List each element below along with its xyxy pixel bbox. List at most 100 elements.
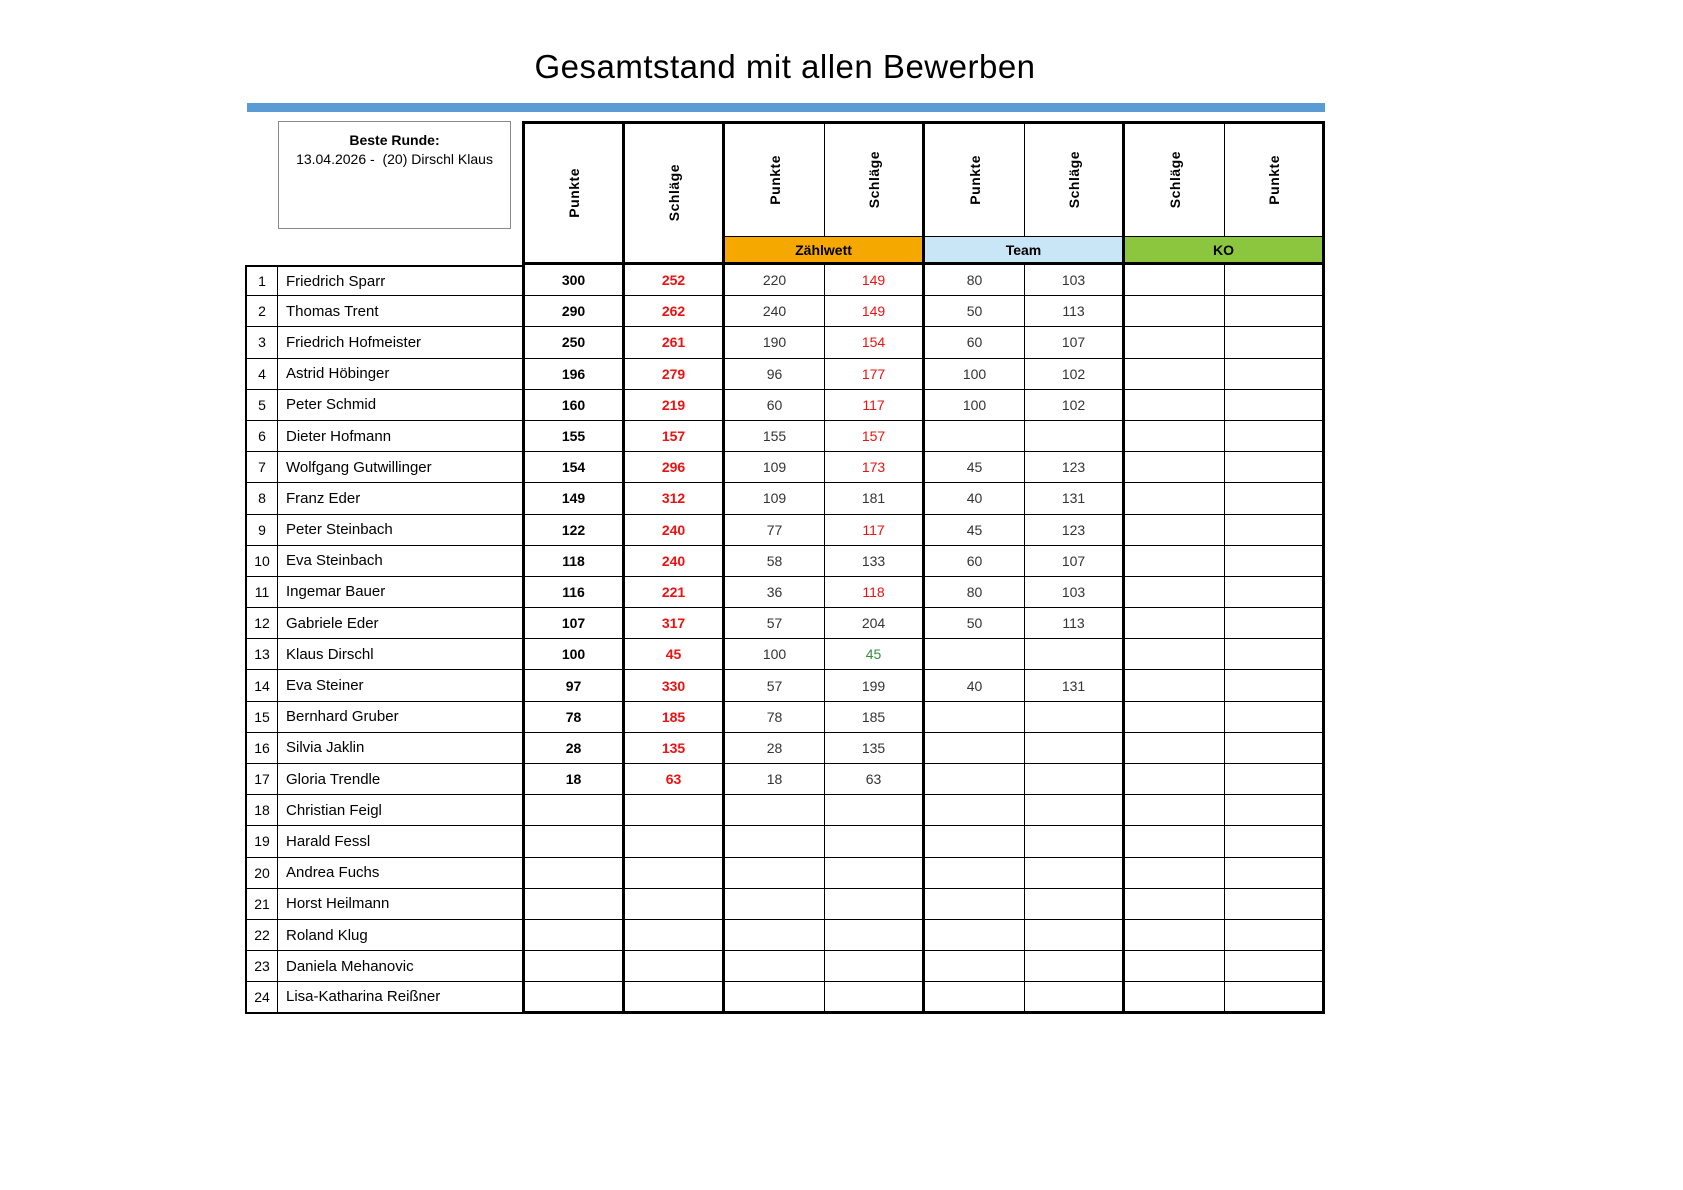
rank-cell: 9 — [245, 514, 278, 546]
team-punkte-cell — [925, 857, 1025, 889]
ko-schlaege-cell — [1125, 545, 1225, 577]
team-punkte-cell: 100 — [925, 358, 1025, 390]
zaehlwett-schlaege-cell: 157 — [825, 420, 925, 453]
header-punkte-total: Punkte — [522, 121, 625, 265]
team-punkte-cell — [925, 701, 1025, 733]
player-name-cell: Horst Heilmann — [278, 888, 522, 920]
zaehlwett-punkte-cell — [725, 826, 825, 858]
header-ko-schlaege-label: Schläge — [1166, 151, 1183, 209]
schlaege-total-cell — [625, 982, 725, 1014]
ko-schlaege-cell — [1125, 420, 1225, 453]
zaehlwett-schlaege-cell — [825, 795, 925, 827]
team-punkte-cell: 80 — [925, 576, 1025, 609]
ko-schlaege-cell — [1125, 483, 1225, 515]
ko-schlaege-cell — [1125, 358, 1225, 390]
schlaege-total-cell: 330 — [625, 670, 725, 702]
ko-schlaege-cell — [1125, 795, 1225, 827]
zaehlwett-schlaege-cell: 117 — [825, 389, 925, 421]
zaehlwett-punkte-cell — [725, 982, 825, 1014]
ko-schlaege-cell — [1125, 951, 1225, 983]
schlaege-total-cell: 240 — [625, 514, 725, 546]
zaehlwett-punkte-cell — [725, 795, 825, 827]
team-punkte-cell — [925, 982, 1025, 1014]
zaehlwett-punkte-cell — [725, 857, 825, 889]
team-punkte-cell: 80 — [925, 265, 1025, 297]
schlaege-total-cell: 240 — [625, 545, 725, 577]
zaehlwett-punkte-cell: 58 — [725, 545, 825, 577]
player-name-cell: Astrid Höbinger — [278, 358, 522, 390]
schlaege-total-cell: 262 — [625, 296, 725, 328]
zaehlwett-punkte-cell: 28 — [725, 732, 825, 764]
punkte-total-cell: 18 — [522, 764, 625, 796]
rank-cell: 18 — [245, 795, 278, 827]
ko-schlaege-cell — [1125, 826, 1225, 858]
team-schlaege-cell: 131 — [1025, 670, 1125, 702]
rank-cell: 19 — [245, 826, 278, 858]
ko-punkte-cell — [1225, 982, 1325, 1014]
zaehlwett-punkte-cell: 220 — [725, 265, 825, 297]
schlaege-total-cell — [625, 826, 725, 858]
header-punkte-total-label: Punkte — [565, 168, 582, 218]
table-row: 20 Andrea Fuchs — [245, 857, 1325, 889]
table-row: 17 Gloria Trendle 18 63 18 63 — [245, 764, 1325, 796]
ko-schlaege-cell — [1125, 608, 1225, 640]
header-team-punkte-label: Punkte — [966, 155, 983, 205]
table-row: 8 Franz Eder 149 312 109 181 40 131 — [245, 483, 1325, 515]
ko-schlaege-cell — [1125, 327, 1225, 359]
team-schlaege-cell — [1025, 764, 1125, 796]
header-ko-punkte: Punkte — [1225, 121, 1325, 237]
team-schlaege-cell: 102 — [1025, 389, 1125, 421]
player-name-cell: Peter Schmid — [278, 389, 522, 421]
rank-cell: 21 — [245, 888, 278, 920]
table-row: 5 Peter Schmid 160 219 60 117 100 102 — [245, 389, 1325, 421]
header-zaehlwett-punkte: Punkte — [725, 121, 825, 237]
ko-schlaege-cell — [1125, 514, 1225, 546]
ko-schlaege-cell — [1125, 452, 1225, 484]
ko-schlaege-cell — [1125, 919, 1225, 952]
punkte-total-cell: 78 — [522, 701, 625, 733]
player-name-cell: Eva Steiner — [278, 670, 522, 702]
ko-punkte-cell — [1225, 795, 1325, 827]
rank-cell: 15 — [245, 701, 278, 733]
player-name-cell: Gloria Trendle — [278, 764, 522, 796]
table-row: 14 Eva Steiner 97 330 57 199 40 131 — [245, 670, 1325, 702]
zaehlwett-schlaege-cell — [825, 888, 925, 920]
punkte-total-cell: 97 — [522, 670, 625, 702]
team-schlaege-cell — [1025, 919, 1125, 952]
team-schlaege-cell — [1025, 888, 1125, 920]
rank-cell: 8 — [245, 483, 278, 515]
punkte-total-cell — [522, 982, 625, 1014]
table-row: 11 Ingemar Bauer 116 221 36 118 80 103 — [245, 576, 1325, 609]
ko-punkte-cell — [1225, 888, 1325, 920]
zaehlwett-schlaege-cell: 181 — [825, 483, 925, 515]
zaehlwett-schlaege-cell: 149 — [825, 265, 925, 297]
table-row: 7 Wolfgang Gutwillinger 154 296 109 173 … — [245, 452, 1325, 484]
punkte-total-cell: 154 — [522, 452, 625, 484]
team-schlaege-cell: 123 — [1025, 514, 1125, 546]
ko-punkte-cell — [1225, 389, 1325, 421]
team-schlaege-cell — [1025, 701, 1125, 733]
ko-punkte-cell — [1225, 452, 1325, 484]
ko-punkte-cell — [1225, 670, 1325, 702]
team-schlaege-cell — [1025, 826, 1125, 858]
header-group-zaehlwett: Punkte Schläge Zählwett — [725, 121, 925, 265]
rank-cell: 24 — [245, 982, 278, 1014]
team-punkte-cell — [925, 826, 1025, 858]
punkte-total-cell: 122 — [522, 514, 625, 546]
page-title: Gesamtstand mit allen Bewerben — [534, 48, 1036, 85]
group-label-team: Team — [925, 237, 1125, 265]
punkte-total-cell: 155 — [522, 420, 625, 453]
team-schlaege-cell — [1025, 951, 1125, 983]
table-row: 2 Thomas Trent 290 262 240 149 50 113 — [245, 296, 1325, 328]
zaehlwett-punkte-cell: 109 — [725, 452, 825, 484]
table-row: 13 Klaus Dirschl 100 45 100 45 — [245, 639, 1325, 671]
rank-cell: 22 — [245, 919, 278, 952]
accent-bar — [247, 103, 1325, 112]
player-name-cell: Harald Fessl — [278, 826, 522, 858]
header-group-ko: Schläge Punkte KO — [1125, 121, 1325, 265]
schlaege-total-cell — [625, 795, 725, 827]
header-ko-schlaege: Schläge — [1125, 121, 1225, 237]
punkte-total-cell: 300 — [522, 265, 625, 297]
rank-cell: 1 — [245, 265, 278, 297]
